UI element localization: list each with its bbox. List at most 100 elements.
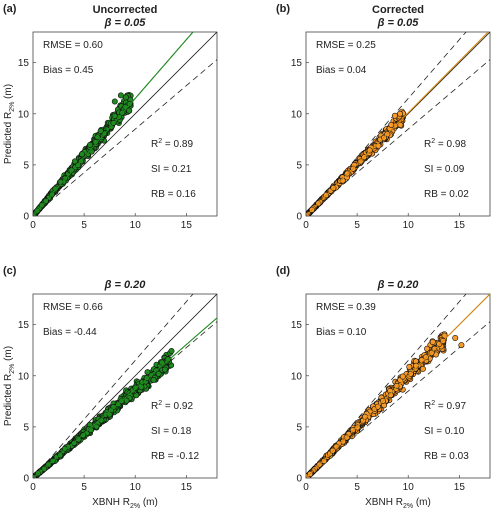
- y-tick-label: 15: [18, 320, 30, 331]
- rb-label: RB = 0.02: [424, 189, 469, 200]
- y-tick-label: 15: [291, 58, 303, 69]
- x-tick-label: 15: [181, 220, 193, 231]
- rb-label: RB = 0.16: [151, 189, 196, 200]
- plot-content: [33, 294, 217, 478]
- data-point: [75, 162, 82, 169]
- data-point: [132, 384, 139, 391]
- x-tick-label: 0: [30, 220, 36, 231]
- x-tick-label: 15: [454, 220, 466, 231]
- plot-content: [33, 32, 217, 216]
- data-point: [155, 370, 162, 377]
- data-point: [333, 443, 340, 450]
- data-point: [366, 147, 373, 154]
- data-point: [396, 110, 403, 117]
- y-tick-label: 10: [18, 371, 30, 382]
- data-point: [117, 92, 124, 99]
- data-point: [161, 366, 168, 373]
- data-point: [87, 141, 94, 148]
- y-axis-label: Predicted R2% (m): [3, 346, 16, 426]
- panel-label: (a): [3, 3, 17, 15]
- y-axis-label: Predicted R2% (m): [3, 84, 16, 164]
- lower-band-line: [33, 59, 217, 216]
- data-point: [111, 98, 118, 105]
- data-point: [321, 457, 328, 464]
- r2-label: R2 = 0.92: [151, 400, 193, 412]
- panel-beta-label: β = 0.20: [377, 279, 420, 291]
- data-point: [422, 354, 429, 361]
- data-point: [158, 359, 165, 366]
- data-point: [375, 142, 382, 149]
- y-tick-label: 5: [23, 422, 29, 433]
- si-label: SI = 0.09: [424, 164, 465, 175]
- fit-line: [33, 317, 217, 478]
- y-tick-label: 0: [23, 474, 29, 485]
- panel-label: (d): [276, 265, 290, 277]
- data-point: [80, 432, 87, 439]
- r2-label: R2 = 0.97: [424, 400, 466, 412]
- rb-label: RB = -0.12: [151, 451, 200, 462]
- y-tick-label: 0: [296, 474, 302, 485]
- fit-line: [306, 32, 489, 216]
- panel-d: (d) β = 0.20 0 5 10 15 0 5 10 15 RMSE = 0.39 Bias =…: [276, 265, 491, 510]
- data-point: [150, 376, 157, 383]
- y-tick-label: 0: [23, 212, 29, 223]
- y-tick-label: 5: [296, 160, 302, 171]
- y-tick-label: 5: [23, 160, 29, 171]
- x-tick-label: 5: [81, 482, 87, 493]
- bias-label: Bias = 0.04: [316, 65, 367, 76]
- x-tick-label: 5: [354, 220, 360, 231]
- r2-label: R2 = 0.98: [424, 138, 466, 150]
- x-tick-label: 0: [303, 482, 309, 493]
- bias-label: Bias = 0.45: [43, 65, 94, 76]
- data-point: [419, 365, 426, 372]
- rb-label: RB = 0.03: [424, 451, 469, 462]
- panel-label: (c): [3, 265, 17, 277]
- data-point: [61, 445, 68, 452]
- bias-label: Bias = 0.10: [316, 327, 367, 338]
- x-tick-label: 15: [454, 482, 466, 493]
- upper-band-line: [306, 32, 467, 216]
- si-label: SI = 0.21: [151, 164, 192, 175]
- y-tick-label: 10: [291, 371, 303, 382]
- y-tick-label: 0: [296, 212, 302, 223]
- panel-label: (b): [276, 3, 290, 15]
- x-tick-label: 10: [403, 482, 415, 493]
- rmse-label: RMSE = 0.25: [316, 40, 376, 51]
- data-point: [164, 356, 171, 363]
- x-axis-label: XBNH R2% (m): [365, 497, 431, 510]
- upper-band-line: [33, 294, 194, 478]
- r2-label: R2 = 0.89: [151, 138, 193, 150]
- data-point: [123, 94, 130, 101]
- bias-label: Bias = -0.44: [43, 327, 97, 338]
- data-point: [71, 440, 78, 447]
- y-tick-label: 15: [291, 320, 303, 331]
- rmse-label: RMSE = 0.66: [43, 302, 103, 313]
- fit-line: [306, 294, 490, 478]
- data-point: [452, 334, 459, 341]
- rmse-label: RMSE = 0.39: [316, 302, 376, 313]
- data-point: [354, 424, 361, 431]
- upper-band-line: [306, 294, 467, 478]
- data-point: [388, 121, 395, 128]
- data-point: [168, 347, 175, 354]
- data-point: [52, 185, 59, 192]
- x-tick-label: 15: [181, 482, 193, 493]
- data-point: [441, 332, 448, 339]
- data-point: [458, 342, 465, 349]
- data-point: [393, 382, 400, 389]
- x-tick-label: 10: [403, 220, 415, 231]
- x-tick-label: 10: [130, 220, 142, 231]
- data-point: [391, 112, 398, 119]
- y-tick-label: 10: [18, 109, 30, 120]
- rmse-label: RMSE = 0.60: [43, 40, 103, 51]
- panel-title: Uncorrected: [93, 4, 158, 16]
- panel-beta-label: β = 0.05: [377, 17, 420, 29]
- data-point: [349, 427, 356, 434]
- plot-content: [306, 32, 490, 216]
- plot-content: [306, 294, 490, 478]
- data-point: [144, 369, 151, 376]
- data-point: [79, 151, 86, 158]
- x-tick-label: 5: [354, 482, 360, 493]
